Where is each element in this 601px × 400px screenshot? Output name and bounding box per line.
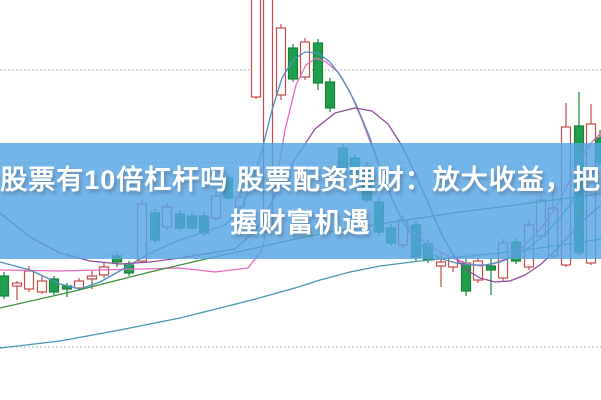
candle-body-up — [299, 41, 311, 78]
candle-body-down — [312, 42, 324, 84]
candle-body-down — [485, 265, 497, 271]
candle-body-down — [287, 47, 299, 80]
headline-banner: 股票有10倍杠杆吗 股票配资理财：放大收益，把 握财富机遇 — [0, 143, 601, 259]
candle-body-down — [0, 275, 10, 297]
candle-body-up — [86, 275, 98, 280]
headline-line-2: 握财富机遇 — [230, 208, 371, 238]
ma-slow-purple — [0, 107, 601, 283]
headline-line-1: 股票有10倍杠杆吗 股票配资理财：放大收益，把 — [0, 165, 601, 195]
candle-body-up — [23, 270, 35, 290]
candle-body-up — [250, 0, 262, 98]
candle-body-up — [11, 282, 23, 287]
candle-body-down — [48, 278, 60, 293]
candle-body-up — [275, 27, 287, 96]
candle-body-down — [324, 81, 336, 109]
candle-body-up — [435, 261, 447, 267]
candle-body-up — [73, 280, 85, 289]
candle-body-up — [36, 280, 48, 293]
candle-body-up — [98, 266, 110, 276]
candle-body-up — [472, 260, 484, 281]
